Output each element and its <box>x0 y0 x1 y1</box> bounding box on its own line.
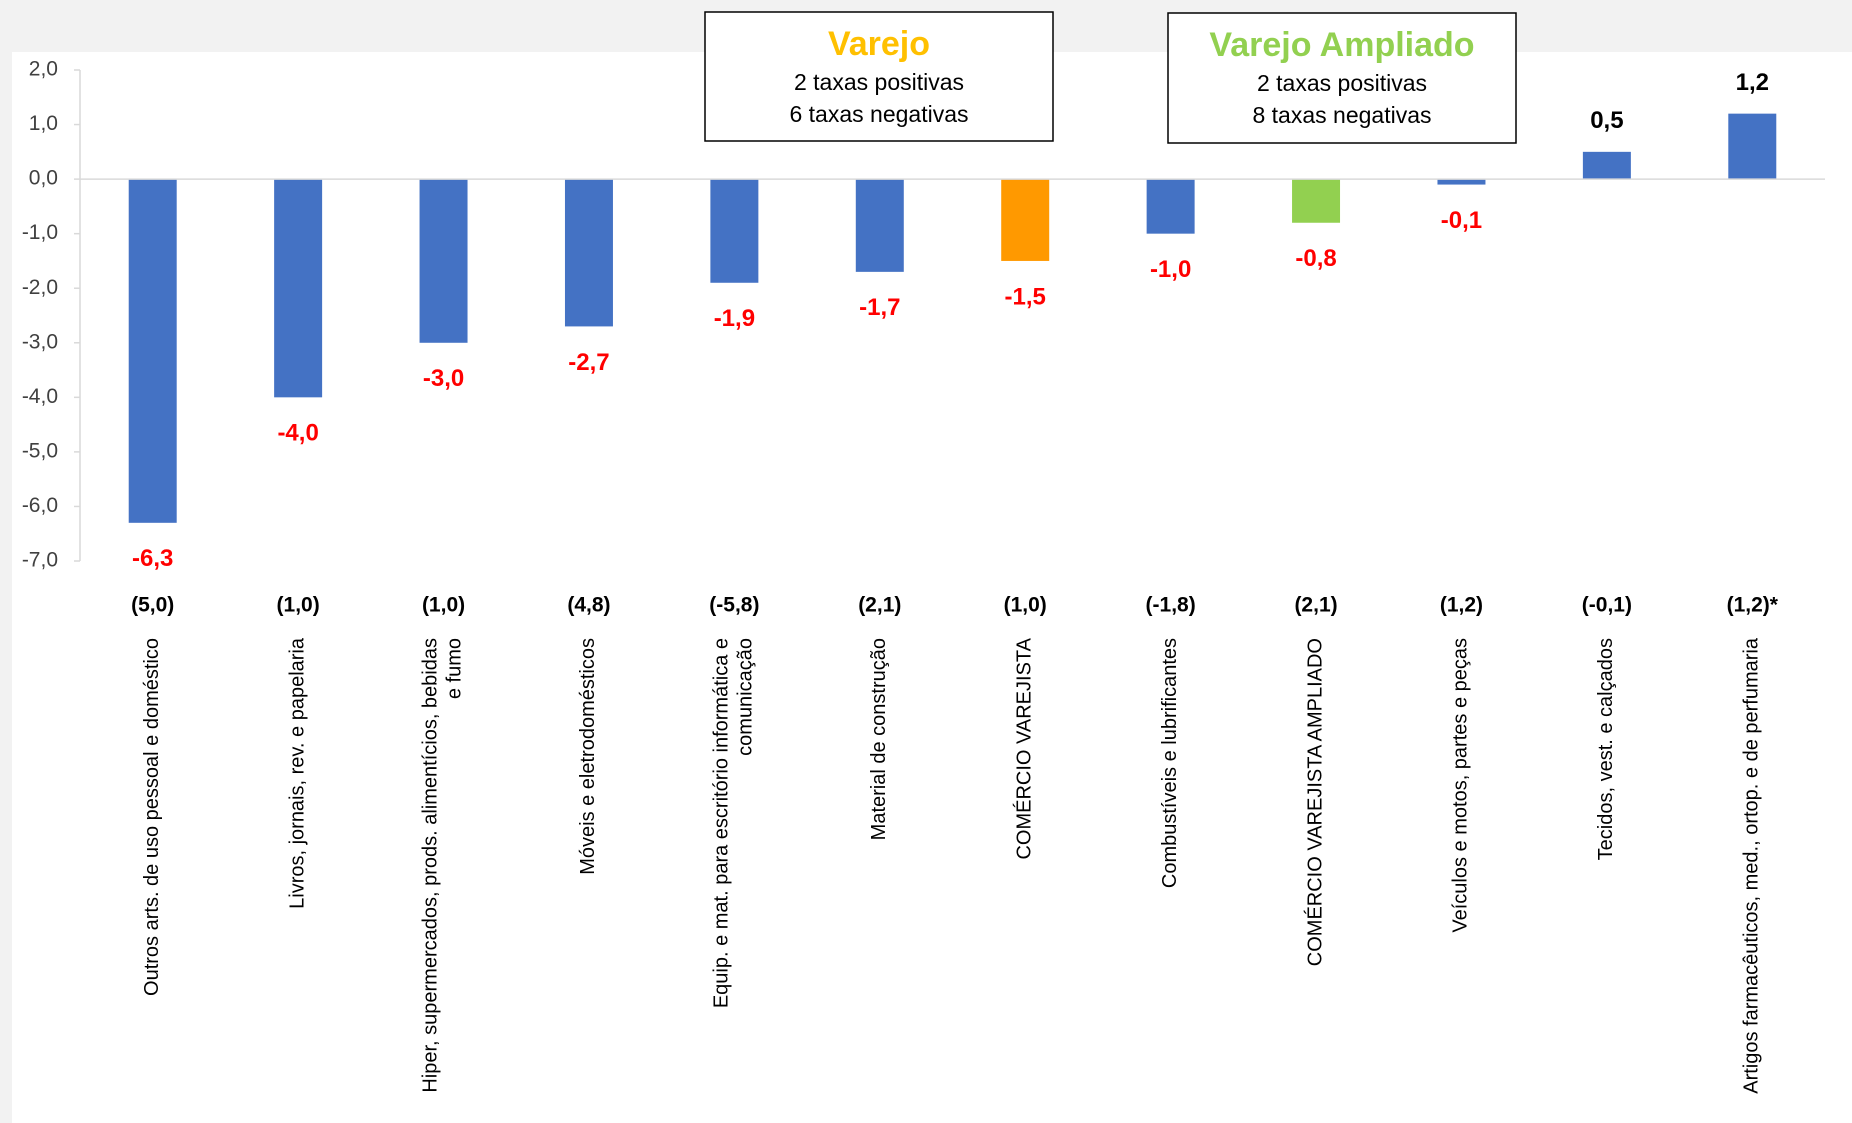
x-tick-label-group: Livros, jornais, rev. e papelaria <box>286 637 308 909</box>
sublabel: (-1,8) <box>1146 594 1196 617</box>
value-label: 0,5 <box>1590 107 1623 134</box>
sublabel: (1,2) <box>1440 594 1483 617</box>
x-tick-label-group: COMÉRCIO VAREJISTA AMPLIADO <box>1303 638 1326 966</box>
x-tick-label-group: Veículos e motos, partes e peças <box>1450 638 1472 933</box>
y-tick-label: -3,0 <box>22 330 58 353</box>
value-label: -1,5 <box>1005 283 1046 310</box>
bar <box>419 179 468 343</box>
x-tick-label: Veículos e motos, partes e peças <box>1450 638 1472 933</box>
annotation-title: Varejo <box>828 25 930 63</box>
bar <box>564 179 613 327</box>
x-tick-label-group: Móveis e eletrodomésticos <box>577 638 599 875</box>
annotation-line: 2 taxas positivas <box>794 69 964 95</box>
y-tick-label: 0,0 <box>29 167 58 190</box>
value-label: -2,7 <box>568 349 609 376</box>
bar <box>855 179 904 272</box>
annotation-box <box>704 11 1054 142</box>
value-label: -3,0 <box>423 365 464 392</box>
sublabel: (1,2)* <box>1727 594 1779 617</box>
annotation-line: 8 taxas negativas <box>1252 102 1431 128</box>
label-line: Equip. e mat. para escritório informátic… <box>711 638 733 1008</box>
x-tick-label: Material de construção <box>868 638 890 840</box>
x-tick-label-group: Combustíveis e lubrificantes <box>1159 638 1181 888</box>
y-tick-label: 2,0 <box>29 58 58 81</box>
x-tick-label: COMÉRCIO VAREJISTA AMPLIADO <box>1303 638 1326 966</box>
value-label: 1,2 <box>1736 69 1769 96</box>
left-band <box>0 0 12 1123</box>
value-label: -1,0 <box>1150 256 1191 283</box>
x-tick-label: Móveis e eletrodomésticos <box>577 638 599 875</box>
x-tick-label: Outros arts. de uso pessoal e doméstico <box>141 638 163 996</box>
value-label: -0,8 <box>1295 245 1336 272</box>
sublabel: (5,0) <box>131 594 174 617</box>
sublabel: (-0,1) <box>1582 594 1632 617</box>
y-tick-label: -2,0 <box>22 276 58 299</box>
annotation-title: Varejo Ampliado <box>1209 26 1474 64</box>
sublabel: (1,0) <box>1004 594 1047 617</box>
value-label: -0,1 <box>1441 207 1482 234</box>
bar <box>274 179 323 398</box>
value-label: -1,7 <box>859 294 900 321</box>
y-tick-label: -1,0 <box>22 221 58 244</box>
sublabel: (2,1) <box>858 594 901 617</box>
bar <box>710 179 759 283</box>
x-tick-label-group: Outros arts. de uso pessoal e doméstico <box>141 638 163 996</box>
x-tick-label: Livros, jornais, rev. e papelaria <box>286 637 308 909</box>
x-tick-label: Artigos farmacêuticos, med., ortop. e de… <box>1741 637 1763 1094</box>
x-tick-label-group: Artigos farmacêuticos, med., ortop. e de… <box>1741 637 1763 1094</box>
y-tick-label: 1,0 <box>29 112 58 135</box>
bar <box>128 179 177 523</box>
x-tick-label-group: Equip. e mat. para escritório informátic… <box>711 638 757 1008</box>
annotation-line: 2 taxas positivas <box>1257 70 1427 96</box>
y-tick-label: -7,0 <box>22 549 58 572</box>
label-line: Hiper, supermercados, prods. alimentício… <box>420 638 442 1093</box>
label-line: e fumo <box>444 638 466 699</box>
bar <box>1582 151 1631 180</box>
sublabel: (1,0) <box>422 594 465 617</box>
value-label: -6,3 <box>132 545 173 572</box>
value-label: -4,0 <box>277 420 318 447</box>
annotation-box <box>1167 12 1517 144</box>
x-tick-label: Hiper, supermercados, prods. alimentício… <box>420 638 466 1093</box>
x-tick-label-group: Tecidos, vest. e calçados <box>1595 638 1617 860</box>
x-tick-label: COMÉRCIO VAREJISTA <box>1012 637 1035 859</box>
x-tick-label-group: COMÉRCIO VAREJISTA <box>1012 637 1035 859</box>
annotation-line: 6 taxas negativas <box>789 101 968 127</box>
y-tick-label: -4,0 <box>22 385 58 408</box>
x-tick-label-group: Material de construção <box>868 638 890 840</box>
sublabel: (2,1) <box>1294 594 1337 617</box>
sublabel: (4,8) <box>567 594 610 617</box>
bar <box>1437 179 1486 185</box>
bar <box>1146 179 1195 234</box>
value-label: -1,9 <box>714 305 755 332</box>
x-tick-label-group: Hiper, supermercados, prods. alimentício… <box>420 638 466 1093</box>
label-line: comunicação <box>735 638 757 756</box>
bar <box>1001 179 1050 261</box>
bar <box>1292 179 1341 223</box>
x-tick-label: Equip. e mat. para escritório informátic… <box>711 638 757 1008</box>
x-tick-label: Combustíveis e lubrificantes <box>1159 638 1181 888</box>
x-tick-label: Tecidos, vest. e calçados <box>1595 638 1617 860</box>
y-tick-label: -5,0 <box>22 439 58 462</box>
bar <box>1728 113 1777 180</box>
sublabel: (-5,8) <box>709 594 759 617</box>
y-tick-label: -6,0 <box>22 494 58 517</box>
sublabel: (1,0) <box>277 594 320 617</box>
